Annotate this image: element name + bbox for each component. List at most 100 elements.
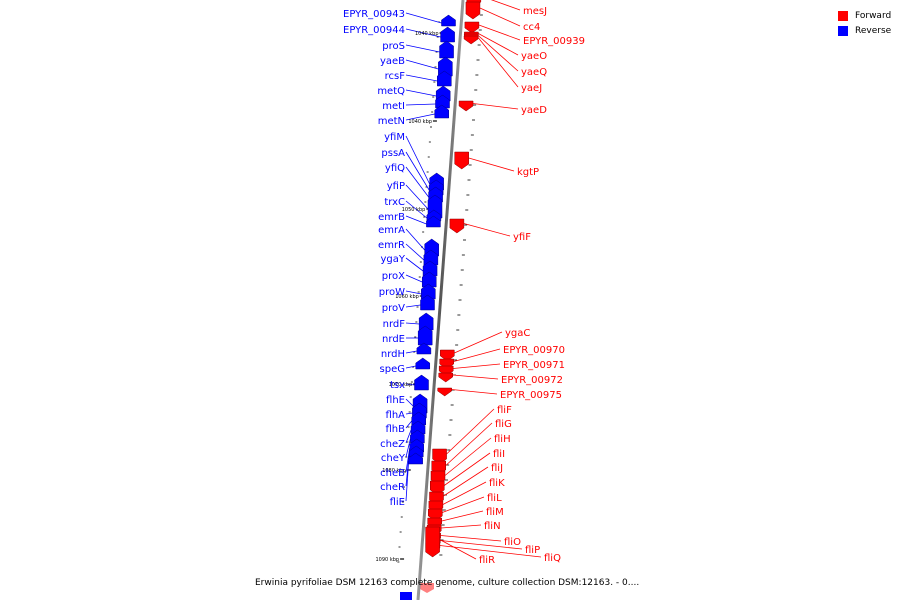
gene-label-epyr-00939[interactable]: EPYR_00939 — [523, 36, 585, 47]
gene-label-flih[interactable]: fliH — [494, 434, 511, 445]
gene-label-ygac[interactable]: ygaC — [505, 328, 530, 339]
scale-tick-label: 1040 kbp — [415, 31, 439, 37]
gene-metn-leader — [405, 113, 435, 121]
gene-metn-feature[interactable] — [434, 104, 449, 119]
gene-yaed-feature[interactable] — [458, 100, 474, 112]
gene-label-speg[interactable]: speG — [380, 364, 405, 375]
gene-label-epyr-00970[interactable]: EPYR_00970 — [503, 345, 565, 356]
gene-label-chez[interactable]: cheZ — [380, 439, 405, 450]
gene-label-flio[interactable]: fliO — [504, 537, 521, 548]
gene-kgtp-feature[interactable] — [454, 151, 469, 170]
scale-tick-label: 1090 kbp — [376, 557, 400, 563]
gene-label-flim[interactable]: fliM — [486, 507, 504, 518]
gene-flie-feature[interactable] — [408, 452, 423, 465]
partial-reverse-feature[interactable] — [400, 592, 412, 600]
gene-label-flhb[interactable]: flhB — [386, 424, 406, 435]
gene-label-emrb[interactable]: emrB — [378, 212, 405, 223]
gene-label-yaeo[interactable]: yaeO — [521, 51, 547, 62]
gene-prox-leader — [405, 274, 423, 283]
gene-label-pssa[interactable]: pssA — [381, 148, 405, 159]
gene-label-flip[interactable]: fliP — [525, 545, 540, 556]
gene-label-flik[interactable]: fliK — [489, 478, 505, 489]
gene-meti-feature[interactable] — [435, 94, 450, 109]
gene-prox-feature[interactable] — [421, 271, 437, 288]
gene-epyr-00972-feature[interactable] — [438, 372, 453, 383]
gene-label-ygay[interactable]: ygaY — [380, 254, 405, 265]
gene-label-metq[interactable]: metQ — [377, 86, 405, 97]
gene-label-nrdh[interactable]: nrdH — [381, 349, 405, 360]
gene-label-pros[interactable]: proS — [382, 41, 405, 52]
gene-label-flii[interactable]: fliI — [493, 449, 505, 460]
gene-label-prox[interactable]: proX — [382, 271, 405, 282]
gene-label-metn[interactable]: metN — [378, 116, 405, 127]
gene-epyr-00975-feature[interactable] — [437, 387, 452, 397]
gene-prov-feature[interactable] — [420, 294, 435, 311]
legend-reverse[interactable]: Reverse — [838, 23, 891, 38]
gene-speg-feature[interactable] — [415, 357, 431, 370]
gene-label-cheb[interactable]: cheB — [380, 468, 405, 479]
gene-cc4-feature[interactable] — [465, 1, 481, 20]
gene-epyr-00939-leader — [478, 24, 521, 41]
gene-flim-leader — [441, 510, 484, 522]
gene-nrde-feature[interactable] — [417, 325, 433, 346]
gene-label-chey[interactable]: cheY — [381, 453, 406, 464]
gene-yaeq-leader — [477, 35, 519, 72]
partial-forward-feature[interactable] — [420, 583, 434, 593]
gene-label-flha[interactable]: flhA — [386, 410, 406, 421]
gene-label-yfif[interactable]: yfiF — [513, 232, 531, 243]
gene-label-epyr-00972[interactable]: EPYR_00972 — [501, 375, 563, 386]
gene-label-yfip[interactable]: yfiP — [387, 181, 405, 192]
gene-label-flir[interactable]: fliR — [479, 555, 495, 566]
gene-label-cc4[interactable]: cc4 — [523, 22, 540, 33]
gene-nrdh-feature[interactable] — [416, 342, 432, 355]
gene-label-flie[interactable]: fliE — [390, 497, 405, 508]
gene-label-nrde[interactable]: nrdE — [382, 334, 405, 345]
gene-pros-feature[interactable] — [439, 40, 454, 59]
gene-flin-leader — [441, 524, 482, 529]
gene-label-prov[interactable]: proV — [382, 303, 405, 314]
gene-label-yaeq[interactable]: yaeQ — [521, 67, 547, 78]
gene-label-epyr-00943[interactable]: EPYR_00943 — [343, 9, 405, 20]
gene-label-flig[interactable]: fliG — [495, 419, 512, 430]
legend-forward[interactable]: Forward — [838, 8, 891, 23]
gene-label-flif[interactable]: fliF — [497, 405, 512, 416]
gene-tsx-feature[interactable] — [414, 374, 429, 391]
gene-yaej-feature[interactable] — [463, 35, 479, 45]
gene-label-cher[interactable]: cheR — [380, 482, 405, 493]
gene-flir-feature[interactable] — [425, 526, 440, 558]
gene-emrr-leader — [405, 243, 425, 261]
gene-label-tsx[interactable]: tsx — [390, 380, 405, 391]
gene-label-yfiq[interactable]: yfiQ — [385, 163, 405, 174]
gene-label-meti[interactable]: metI — [382, 101, 405, 112]
gene-ygac-feature[interactable] — [440, 349, 455, 362]
genome-backbone — [416, 0, 465, 600]
gene-epyr-00943-feature[interactable] — [441, 14, 456, 27]
scale-tick-label: 1060 kbp — [395, 294, 419, 300]
gene-label-trxc[interactable]: trxC — [384, 197, 405, 208]
gene-label-epyr-00971[interactable]: EPYR_00971 — [503, 360, 565, 371]
scale-tick-label: 1070 kbp — [389, 382, 413, 388]
gene-label-flij[interactable]: fliJ — [491, 463, 503, 474]
gene-label-nrdf[interactable]: nrdF — [383, 319, 406, 330]
gene-label-mesj[interactable]: mesJ — [523, 6, 547, 17]
gene-label-flhe[interactable]: flhE — [386, 395, 405, 406]
gene-label-rcsf[interactable]: rcsF — [385, 71, 406, 82]
gene-label-yaeb[interactable]: yaeB — [380, 56, 405, 67]
gene-label-epyr-00944[interactable]: EPYR_00944 — [343, 25, 405, 36]
gene-label-fliq[interactable]: fliQ — [544, 553, 561, 564]
gene-epyr-00944-feature[interactable] — [440, 26, 455, 43]
gene-yfif-feature[interactable] — [449, 218, 465, 234]
gene-label-emrr[interactable]: emrR — [378, 240, 405, 251]
gene-label-flin[interactable]: fliN — [484, 521, 501, 532]
gene-label-yaej[interactable]: yaeJ — [521, 83, 542, 94]
gene-label-kgtp[interactable]: kgtP — [517, 167, 539, 178]
gene-label-epyr-00975[interactable]: EPYR_00975 — [500, 390, 562, 401]
gene-label-prow[interactable]: proW — [379, 287, 405, 298]
gene-label-emra[interactable]: emrA — [378, 225, 405, 236]
gene-label-yaed[interactable]: yaeD — [521, 105, 547, 116]
gene-label-flil[interactable]: fliL — [487, 493, 502, 504]
gene-rcsf-feature[interactable] — [437, 70, 452, 87]
gene-label-yfim[interactable]: yfiM — [384, 132, 405, 143]
gene-epyr-00939-feature[interactable] — [464, 21, 480, 34]
gene-emrb-feature[interactable] — [426, 215, 441, 228]
